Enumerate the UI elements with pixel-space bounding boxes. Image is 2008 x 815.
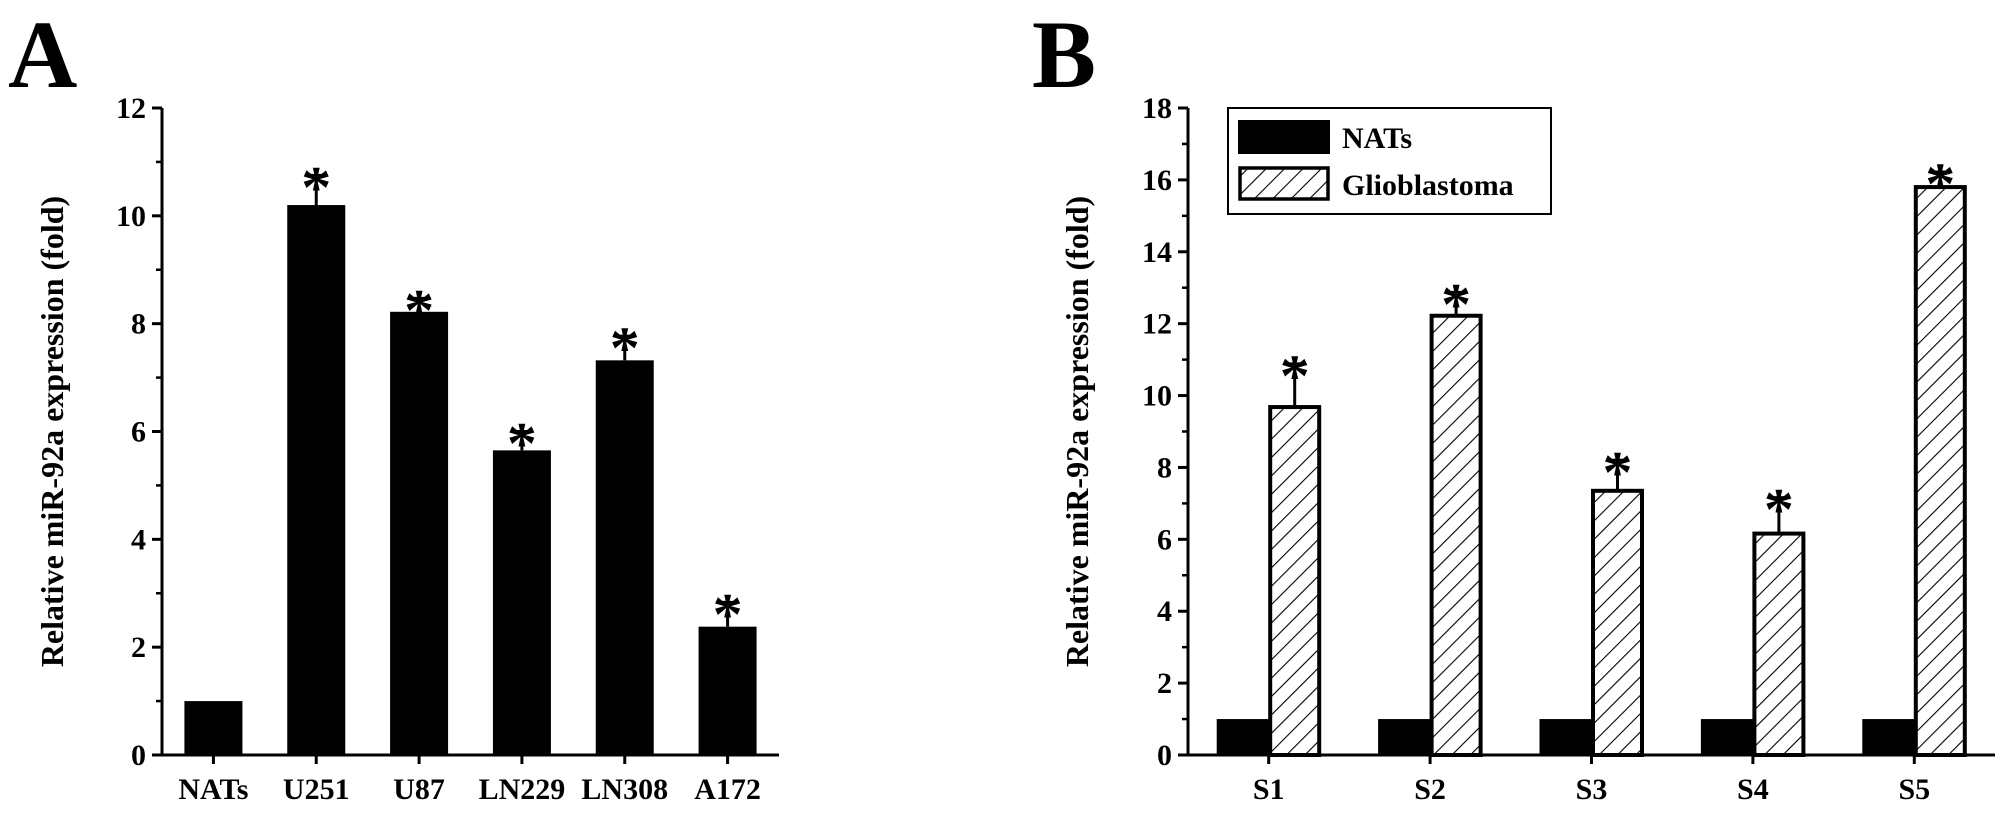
y-tick-label: 2 (131, 631, 146, 664)
y-tick-label: 4 (1157, 595, 1172, 628)
significance-star: * (1280, 343, 1310, 409)
y-tick-label: 0 (131, 739, 146, 772)
significance-star: * (1441, 271, 1471, 337)
x-tick-label: LN308 (581, 773, 668, 806)
bar-nats (1862, 719, 1915, 755)
panel-b-marks: 0 2 4 6 8 10 12 14 16 18 Relative miR-92a expressi… (1059, 92, 1995, 806)
x-tick-label: U251 (283, 773, 350, 806)
bar-nats (1700, 719, 1753, 755)
y-tick-label: 4 (131, 523, 146, 556)
y-tick-label: 14 (1142, 236, 1172, 269)
y-tick-label: 10 (1142, 380, 1172, 413)
legend-swatch-nats (1238, 120, 1330, 154)
panel-a-label: A (8, 1, 77, 108)
y-axis-label: Relative miR-92a expression (fold) (1059, 196, 1095, 667)
x-tick-label: S5 (1898, 773, 1930, 806)
bar-glioblastoma (1268, 405, 1322, 757)
significance-star: * (404, 277, 434, 343)
panel-b-chart: B 0 2 4 6 8 10 12 14 16 18 Relative miR-92a expres… (1032, 1, 1995, 806)
x-tick-label: U87 (393, 773, 445, 806)
bar (492, 450, 551, 755)
legend-label-nats: NATs (1342, 122, 1412, 155)
legend: NATs Glioblastoma (1227, 107, 1552, 215)
y-tick-label: 12 (1142, 308, 1172, 341)
bar (287, 205, 346, 756)
y-tick-label: 16 (1142, 164, 1172, 197)
significance-star: * (1764, 477, 1794, 543)
significance-star: * (713, 581, 743, 647)
bar-nats (1378, 719, 1431, 755)
bar-glioblastoma (1913, 185, 1967, 758)
bar (390, 311, 449, 755)
x-tick-label: NATs (178, 773, 248, 806)
y-axis-label: Relative miR-92a expression (fold) (34, 196, 70, 667)
bar (698, 626, 757, 755)
bar (595, 360, 654, 755)
significance-star: * (610, 315, 640, 381)
significance-star: * (301, 154, 331, 220)
y-tick-label: 10 (116, 200, 146, 233)
y-tick-label: 2 (1157, 667, 1172, 700)
legend-label-glioblastoma: Glioblastoma (1342, 169, 1514, 202)
bar (184, 701, 243, 755)
x-tick-label: S3 (1576, 773, 1608, 806)
y-tick-label: 0 (1157, 739, 1172, 772)
x-tick-label: S4 (1737, 773, 1769, 806)
x-tick-label: S2 (1414, 773, 1446, 806)
panel-b-label: B (1032, 1, 1096, 108)
y-tick-label: 6 (1157, 523, 1172, 556)
x-tick-label: LN229 (479, 773, 566, 806)
y-tick-label: 6 (131, 416, 146, 449)
panel-a-chart: A 0 2 4 6 8 10 12 Relative miR-92a expression (… (8, 1, 779, 806)
bar-glioblastoma (1429, 313, 1483, 757)
x-tick-label: S1 (1253, 773, 1285, 806)
y-tick-label: 8 (131, 308, 146, 341)
y-tick-label: 8 (1157, 451, 1172, 484)
bar-glioblastoma (1591, 488, 1644, 757)
bar-nats (1216, 719, 1269, 755)
y-tick-label: 18 (1142, 92, 1172, 125)
legend-swatch-glioblastoma (1238, 166, 1330, 201)
bar-nats (1539, 719, 1592, 755)
significance-star: * (1603, 439, 1633, 505)
x-tick-label: A172 (694, 773, 761, 806)
y-tick-label: 12 (116, 92, 146, 125)
panel-a-marks: 0 2 4 6 8 10 12 Relative miR-92a expression (fo… (34, 92, 779, 806)
bar-glioblastoma (1752, 531, 1806, 757)
significance-star: * (507, 411, 537, 477)
significance-star: * (1925, 151, 1955, 217)
